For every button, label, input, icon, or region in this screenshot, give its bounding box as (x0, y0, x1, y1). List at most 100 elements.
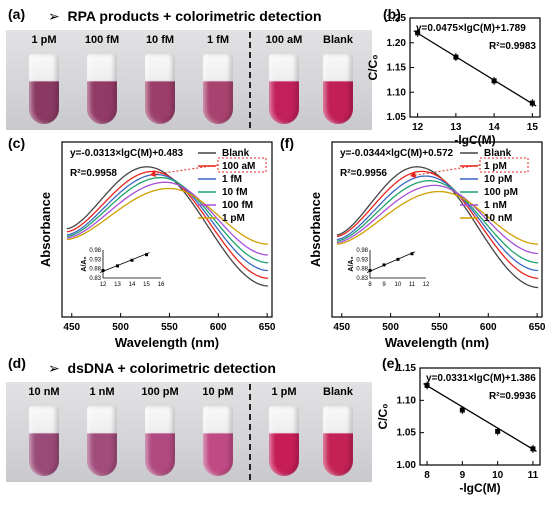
spectrum-curve (66, 173, 269, 272)
r-squared: R²=0.9983 (489, 41, 536, 52)
x-tick-label: 500 (112, 322, 129, 333)
plot-frame (61, 141, 273, 318)
divider-dashed (249, 32, 251, 128)
x-axis-label: Wavelength (nm) (115, 335, 219, 350)
inset-x-tick-label: 16 (158, 282, 165, 288)
x-tick-label: 8 (424, 470, 430, 481)
tube-label: 10 fM (145, 34, 175, 46)
panel-label-c: (c) (8, 135, 26, 151)
x-tick-label: 15 (527, 122, 539, 133)
fit-equation: y=-0.0313×lgC(M)+0.483 (70, 148, 184, 159)
x-tick-label: 600 (210, 322, 227, 333)
panel-d-title-text: dsDNA + colorimetric detection (67, 360, 276, 376)
fit-equation: y=-0.0344×lgC(M)+0.572 (340, 148, 454, 159)
panel-label-e: (e) (382, 355, 400, 371)
spectrum-curve (336, 166, 539, 289)
inset-data-point (410, 252, 414, 256)
tube (203, 406, 233, 476)
arrow-head (150, 170, 156, 177)
x-tick-label: 450 (333, 322, 350, 333)
tube (87, 406, 117, 476)
inset-y-tick-label: 0.93 (356, 257, 368, 263)
spectrum-curve (336, 184, 539, 255)
tube-label: 100 aM (265, 34, 303, 46)
data-point (530, 446, 536, 452)
x-axis-label: -lgC(M) (459, 481, 500, 495)
inset-x-tick-label: 11 (409, 282, 416, 288)
y-axis-label: C/C₀ (376, 403, 390, 429)
x-tick-label: 550 (161, 322, 178, 333)
y-tick-label: 1.15 (387, 63, 407, 74)
spectrum-curve (336, 175, 539, 272)
tube (323, 406, 353, 476)
spectrum-curve (336, 180, 539, 264)
plot-frame (419, 367, 541, 466)
y-tick-label: 1.00 (397, 460, 417, 471)
legend-entry: 100 pM (484, 187, 518, 198)
data-point (491, 78, 497, 84)
inset-y-tick-label: 0.88 (89, 267, 101, 273)
highlight-arrow (149, 164, 219, 176)
inset-fit-line (366, 251, 416, 273)
inset-data-point (382, 263, 386, 267)
fit-line (423, 382, 537, 452)
inset-fit-line (99, 252, 150, 273)
spectrum-curve (66, 187, 269, 245)
tube-photo-rpa: 1 pM 100 fM 10 fM 1 fM 100 aM Blank (6, 30, 372, 130)
spectrum-curve (66, 181, 269, 256)
x-tick-label: 12 (412, 122, 424, 133)
inset-y-tick-label: 0.93 (89, 257, 101, 263)
fit-equation: y=0.0475×lgC(M)+1.789 (416, 23, 526, 34)
legend-entry: 1 nM (484, 200, 507, 211)
tube-label: 100 pM (141, 386, 179, 398)
inset-y-tick-label: 0.83 (356, 276, 368, 282)
y-tick-label: 1.05 (397, 428, 417, 439)
tube (29, 54, 59, 124)
tube-label: 1 pM (271, 386, 297, 398)
legend-entry: 10 pM (484, 174, 512, 185)
y-axis-label: Absorbance (308, 192, 323, 267)
inset-y-tick-label: 0.88 (356, 267, 368, 273)
r-squared: R²=0.9956 (340, 168, 387, 179)
tube (269, 406, 299, 476)
x-tick-label: 650 (259, 322, 276, 333)
divider-dashed (249, 384, 251, 480)
x-tick-label: 500 (382, 322, 399, 333)
panel-label-f: (f) (280, 135, 294, 151)
panel-a-title: ➢ RPA products + colorimetric detection (48, 8, 322, 24)
legend-entry: 1 pM (484, 161, 507, 172)
y-tick-label: 1.10 (397, 395, 417, 406)
inset-x-tick-label: 9 (382, 282, 386, 288)
r-squared: R²=0.9958 (70, 168, 117, 179)
inset-data-point (101, 269, 105, 273)
inset-x-tick-label: 12 (100, 282, 107, 288)
tube (145, 406, 175, 476)
inset-data-point (116, 264, 119, 268)
legend-entry: 1 pM (222, 213, 245, 224)
tube-label: 1 nM (89, 386, 115, 398)
panel-a-title-text: RPA products + colorimetric detection (67, 8, 322, 24)
data-point (424, 382, 430, 388)
y-axis-label: C/C₀ (366, 54, 380, 80)
panel-label-d: (d) (8, 355, 26, 371)
x-tick-label: 9 (460, 470, 466, 481)
tube (203, 54, 233, 124)
tube-photo-dsdna: 10 nM 1 nM 100 pM 10 pM 1 pM Blank (6, 382, 372, 482)
y-tick-label: 1.05 (387, 112, 407, 123)
legend-entry: 1 fM (222, 174, 242, 185)
x-axis-label: Wavelength (nm) (385, 335, 489, 350)
x-tick-label: 450 (63, 322, 80, 333)
x-tick-label: 600 (480, 322, 497, 333)
legend-entry: 10 nM (484, 213, 512, 224)
legend-entry: 10 fM (222, 187, 248, 198)
data-point (459, 407, 465, 413)
legend-entry: 100 aM (222, 161, 255, 172)
inset-data-point (130, 258, 134, 262)
data-point (415, 30, 421, 36)
tube-label: 10 pM (202, 386, 234, 398)
tube-label: 10 nM (28, 386, 60, 398)
legend-entry: 100 fM (222, 200, 253, 211)
inset-x-tick-label: 12 (423, 282, 430, 288)
tube (87, 54, 117, 124)
